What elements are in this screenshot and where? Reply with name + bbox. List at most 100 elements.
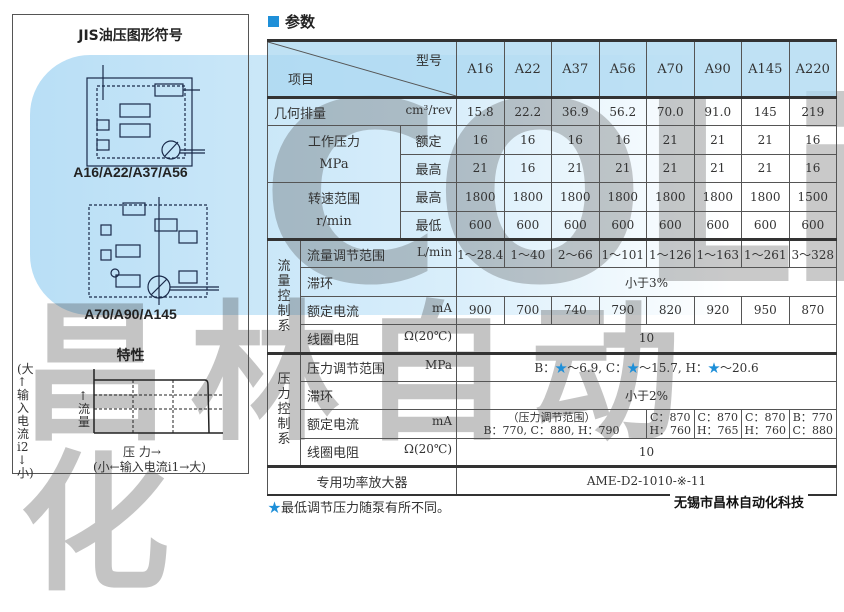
panel-title: JIS油压图形符号 — [78, 28, 183, 44]
cell: 2～66 — [551, 237, 600, 269]
characteristic-y-label: (大↑输入电流i2↓小) — [17, 362, 34, 480]
row-label: 专用功率放大器 — [266, 465, 458, 496]
cell: 1800 — [456, 182, 505, 212]
table-row: 转速范围 r/min 最高 1800 1800 1800 1800 1800 1800 180… — [267, 182, 838, 240]
table-row: 线圈电阻 Ω(20℃) 10 — [268, 437, 838, 468]
row-label: 转速范围 r/min — [267, 182, 401, 240]
cell: 1800 — [693, 182, 743, 212]
cell: C：870 H：760 — [741, 409, 790, 439]
cell: 1～28.4 — [456, 237, 505, 269]
star-icon: ★ — [627, 361, 640, 376]
row-label: 滞环 — [299, 267, 458, 297]
cell: 600 — [503, 210, 553, 240]
section-label: 流量控制系 — [267, 237, 301, 354]
model-header: A22 — [503, 39, 553, 98]
cell: 219 — [788, 95, 838, 127]
cell: 小于3% — [456, 267, 838, 297]
table-row: 额定电流 mA 900 700 740 790 820 920 950 870 — [268, 295, 838, 326]
diagram-2-label: A70/A90/A145 — [84, 306, 177, 322]
cell: 21 — [646, 125, 695, 155]
cell: 1800 — [646, 182, 695, 212]
row-label: 滞环 — [299, 380, 458, 411]
cell: 21 — [741, 153, 790, 184]
cell: 600 — [551, 210, 600, 240]
cell: 21 — [646, 153, 695, 184]
cell: 21 — [693, 153, 743, 184]
characteristic-title: 特性 — [116, 348, 145, 364]
table-header-row: 型号 项目 A16 A22 A37 A56 A70 A90 A145 A220 — [266, 39, 838, 98]
table-row: 几何排量 cm³/rev 15.8 22.2 36.9 56.2 70.0 91.0 145 2… — [266, 95, 838, 127]
characteristic-x-label-2: (小←输入电流i1→大) — [93, 460, 206, 474]
cell: B：★～6.9, C：★～15.7, H：★～20.6 — [456, 351, 838, 382]
cell: 21 — [693, 125, 743, 155]
row-label: 流量调节范围 L/min — [299, 237, 458, 269]
cell: 36.9 — [551, 95, 600, 127]
row-label: 线圈电阻 Ω(20℃) — [299, 437, 458, 468]
table-row: 滞环 小于3% — [268, 267, 838, 297]
table-row: 压力控制系 压力调节范围 MPa B：★～6.9, C：★～15.7, H：★～2… — [267, 351, 838, 468]
cell: 740 — [551, 295, 600, 326]
cell: B：770 C：880 — [788, 409, 838, 439]
cell: 1800 — [598, 182, 648, 212]
table-row: 工作压力 MPa 额定 16 16 16 16 21 21 21 16 — [267, 125, 838, 184]
cell: 1～40 — [503, 237, 553, 269]
cell: C：870 H：760 — [646, 409, 695, 439]
cell: 900 — [456, 295, 505, 326]
cell: 21 — [598, 153, 648, 184]
cell: 10 — [456, 437, 838, 468]
cell: 16 — [598, 125, 648, 155]
header-corner-cell: 型号 项目 — [266, 39, 458, 98]
table-row: 流量控制系 流量调节范围 L/min 1～28.4 1～40 2～66 1～101 1～1… — [267, 237, 838, 354]
cell: 600 — [741, 210, 790, 240]
company-name: 无锡市昌林自动化科技 — [670, 492, 809, 511]
cell: 小于2% — [456, 380, 838, 411]
model-header: A145 — [741, 39, 790, 98]
characteristic-x-label: 压 力→ — [123, 445, 161, 459]
cell: 22.2 — [503, 95, 553, 127]
sub-label: 额定 — [399, 125, 458, 155]
cell: 21 — [456, 153, 505, 184]
cell: 91.0 — [693, 95, 743, 127]
table-row: 专用功率放大器 AME-D2-1010-※-11 — [266, 465, 838, 496]
cell: 790 — [598, 295, 648, 326]
cell: 920 — [693, 295, 743, 326]
footnote: ★最低调节压力随泵有所不同。 — [268, 501, 451, 516]
parameter-table: 型号 项目 A16 A22 A37 A56 A70 A90 A145 A220 几何排量 cm³… — [266, 39, 838, 496]
section-label: 压力控制系 — [267, 351, 301, 468]
cell: 16 — [551, 125, 600, 155]
cell: 10 — [456, 324, 838, 354]
cell: AME-D2-1010-※-11 — [456, 465, 838, 496]
cell: 1500 — [788, 182, 838, 212]
cell: 1～101 — [598, 237, 648, 269]
section-title: 参数 — [268, 11, 315, 32]
cell: 1800 — [741, 182, 790, 212]
row-label: 压力调节范围 MPa — [299, 351, 458, 382]
model-header: A70 — [646, 39, 695, 98]
cell: 1～261 — [741, 237, 790, 269]
model-header: A220 — [788, 39, 838, 98]
cell: 600 — [646, 210, 695, 240]
cell: 1～126 — [646, 237, 695, 269]
square-bullet-icon — [268, 16, 279, 27]
diagram-1-label: A16/A22/A37/A56 — [73, 164, 188, 180]
cell: 70.0 — [646, 95, 695, 127]
model-header: A16 — [456, 39, 505, 98]
hydraulic-circuit-diagram-1 — [86, 65, 205, 167]
star-icon: ★ — [268, 501, 282, 516]
table-row: 滞环 小于2% — [268, 380, 838, 411]
sub-label: 最高 — [399, 182, 458, 212]
table-row: 线圈电阻 Ω(20℃) 10 — [268, 324, 838, 354]
star-icon: ★ — [707, 361, 720, 376]
cell: 16 — [503, 125, 553, 155]
cell: 56.2 — [598, 95, 648, 127]
cell: C：870 H：765 — [693, 409, 743, 439]
cell: 16 — [503, 153, 553, 184]
cell: 1800 — [551, 182, 600, 212]
header-model-label: 型号 — [416, 54, 443, 69]
cell: 16 — [788, 153, 838, 184]
model-header: A90 — [693, 39, 743, 98]
cell: 16 — [788, 125, 838, 155]
row-label: 线圈电阻 Ω(20℃) — [299, 324, 458, 354]
cell: （压力调节范围） B：770, C：880, H：790 — [456, 409, 648, 439]
hydraulic-circuit-diagram-2 — [88, 197, 219, 305]
